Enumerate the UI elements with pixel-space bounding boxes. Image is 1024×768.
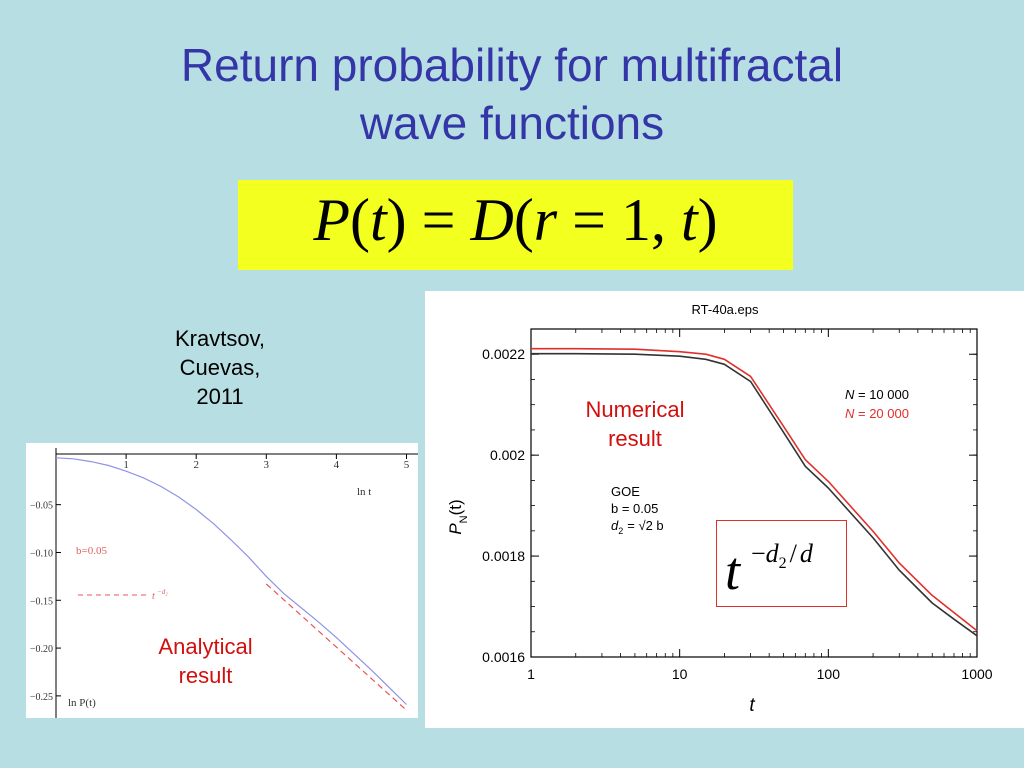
author-1: Kravtsov,: [174, 326, 266, 351]
y-axis-label: ln P(t): [68, 697, 96, 709]
equation-box: P(t) = D(r = 1, t): [238, 180, 793, 270]
power-law-asymptote: [265, 583, 407, 711]
parameters-block: GOE b = 0.05 d2 = √2 b: [611, 484, 664, 536]
formula-exponent: −d2/d: [751, 539, 814, 572]
y-tick-label: −0.20: [30, 644, 53, 655]
citation-year: 2011: [196, 384, 244, 409]
power-law-formula-box: t −d2/d: [716, 520, 847, 607]
y-tick-label: −0.05: [30, 501, 53, 512]
numerical-chart: RT-40a.eps 1 10 100 1000 0.0016 0.0018 0.002 0.…: [446, 302, 993, 716]
x-axis-label: t: [749, 695, 755, 716]
legend-dash-t: t: [152, 591, 155, 602]
x-axis-label: ln t: [357, 486, 371, 498]
svg-text:PN(t): PN(t): [446, 499, 470, 534]
authors-citation: Kravtsov, Cuevas, 2011: [140, 324, 300, 411]
y-tick-label: 0.0022: [482, 346, 525, 362]
x-tick-label: 1: [123, 459, 128, 471]
series-n20000-line: [531, 347, 978, 632]
title-line-1: Return probability for multifractal: [180, 39, 844, 91]
legend: N = 10 000 N = 20 000: [845, 387, 909, 421]
numerical-result-label: Numerical result: [585, 397, 685, 451]
x-tick-label: 100: [817, 666, 841, 682]
analytical-result-label: Analytical result: [158, 634, 253, 688]
y-axis-label: PN(t): [446, 499, 470, 534]
x-tick-label: 2: [193, 459, 199, 471]
y-tick-label: 0.0018: [482, 548, 525, 564]
analytical-chart-panel: 1 2 3 4 5 −0.05 −0.10 −0.15 −0.20 −0.25 ln t ln P…: [26, 443, 418, 718]
y-tick-label: −0.25: [30, 692, 53, 703]
analytical-curve: [55, 457, 407, 705]
equation: P(t) = D(r = 1, t): [313, 187, 718, 253]
y-tick-label: −0.15: [30, 596, 53, 607]
param-b: b = 0.05: [611, 501, 658, 516]
b-annotation: b=0.05: [76, 545, 107, 557]
x-tick-label: 3: [264, 459, 270, 471]
legend-entry-n10000: N = 10 000: [845, 387, 909, 402]
y-tick-label: 0.002: [490, 447, 525, 463]
author-2: Cuevas,: [179, 355, 261, 380]
title-line-2: wave functions: [359, 97, 665, 149]
legend-dash-exponent: −d₂: [157, 588, 168, 596]
param-d2: d2 = √2 b: [611, 518, 664, 536]
numerical-chart-panel: RT-40a.eps 1 10 100 1000 0.0016 0.0018 0.002 0.…: [425, 291, 1024, 728]
analytical-chart: 1 2 3 4 5 −0.05 −0.10 −0.15 −0.20 −0.25 ln t ln P…: [30, 448, 418, 718]
y-tick-label: −0.10: [30, 548, 53, 559]
y-tick-label: 0.0016: [482, 649, 525, 665]
x-tick-label: 1: [527, 666, 535, 682]
legend-entry-n20000: N = 20 000: [845, 406, 909, 421]
x-tick-label: 4: [334, 459, 340, 471]
slide-title: Return probability for multifractal wave…: [0, 36, 1024, 152]
plot-frame: [530, 328, 978, 658]
series-n10000-line: [531, 352, 978, 637]
param-goe: GOE: [611, 484, 640, 499]
x-tick-label: 5: [404, 459, 410, 471]
formula-base: t: [725, 541, 742, 601]
x-tick-label: 1000: [961, 666, 992, 682]
chart-title: RT-40a.eps: [692, 302, 759, 317]
power-law-formula: t −d2/d: [725, 539, 814, 601]
x-tick-label: 10: [672, 666, 688, 682]
